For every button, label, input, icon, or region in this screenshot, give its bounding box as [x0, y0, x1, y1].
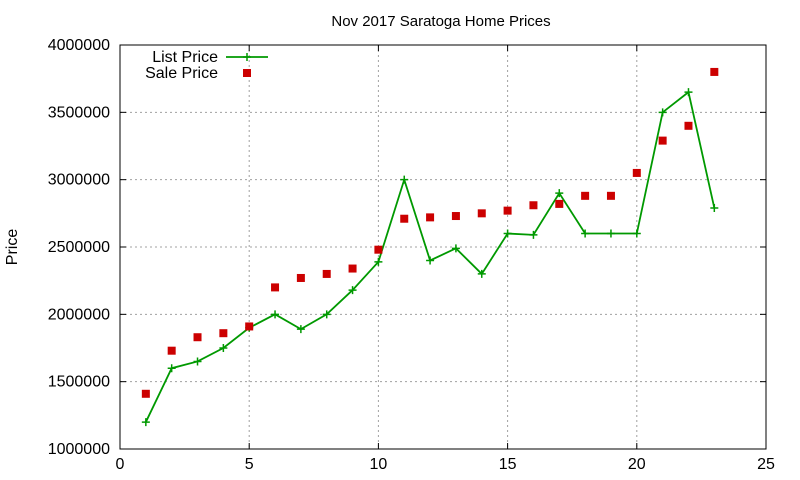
data-point	[322, 269, 331, 278]
data-point	[658, 108, 667, 117]
data-point	[632, 168, 641, 177]
series	[141, 67, 719, 427]
data-point	[581, 191, 590, 200]
data-point	[296, 273, 305, 282]
data-point	[529, 230, 538, 239]
legend-marker	[243, 69, 251, 77]
x-tick-label: 0	[116, 456, 125, 473]
data-point	[348, 264, 357, 273]
data-point	[606, 229, 615, 238]
data-point	[503, 229, 512, 238]
data-point	[245, 322, 254, 331]
x-tick-label: 5	[245, 456, 254, 473]
y-tick-label: 1500000	[48, 374, 110, 391]
legend-entry: List Price	[152, 49, 268, 66]
y-tick-label: 2000000	[48, 306, 110, 323]
series-sale-price	[141, 67, 719, 398]
x-tick-label: 15	[499, 456, 517, 473]
y-tick-label: 3500000	[48, 104, 110, 121]
data-point	[529, 201, 538, 210]
data-point	[606, 191, 615, 200]
y-tick-label: 1000000	[48, 441, 110, 458]
y-tick-label: 3000000	[48, 172, 110, 189]
data-point	[426, 256, 435, 265]
data-point	[503, 206, 512, 215]
y-tick-label: 4000000	[48, 37, 110, 54]
data-point	[374, 245, 383, 254]
grid	[120, 45, 766, 449]
data-point	[167, 364, 176, 373]
data-point	[374, 257, 383, 266]
x-tick-label: 25	[757, 456, 775, 473]
data-point	[322, 310, 331, 319]
data-point	[451, 212, 460, 221]
data-point	[219, 329, 228, 338]
legend-entry: Sale Price	[145, 65, 251, 82]
data-point	[477, 269, 486, 278]
data-point	[710, 203, 719, 212]
data-point	[426, 213, 435, 222]
x-tick-label: 10	[370, 456, 388, 473]
data-point	[296, 325, 305, 334]
data-point	[193, 333, 202, 342]
data-point	[271, 310, 280, 319]
data-point	[710, 67, 719, 76]
data-point	[451, 244, 460, 253]
data-point	[400, 214, 409, 223]
data-point	[271, 283, 280, 292]
data-point	[684, 121, 693, 130]
data-point	[658, 136, 667, 145]
data-point	[219, 344, 228, 352]
legend-label: List Price	[152, 49, 218, 66]
data-point	[581, 229, 590, 238]
chart-title: Nov 2017 Saratoga Home Prices	[331, 13, 550, 30]
data-point	[555, 189, 564, 198]
legend-label: Sale Price	[145, 65, 218, 82]
x-tick-label: 20	[628, 456, 646, 473]
data-point	[684, 88, 693, 97]
data-point	[400, 175, 409, 184]
data-point	[141, 389, 150, 398]
data-point	[632, 229, 641, 238]
data-point	[555, 199, 564, 208]
data-point	[193, 357, 202, 366]
series-list-price	[141, 88, 719, 427]
data-point	[477, 209, 486, 218]
data-point	[167, 346, 176, 355]
legend-marker	[243, 53, 251, 61]
axis-ticks: 0 5 10 15 20 25 1000000 1500000 2000000 2500000 30…	[48, 37, 775, 473]
data-point	[141, 418, 150, 427]
data-point	[348, 286, 357, 295]
y-tick-label: 2500000	[48, 239, 110, 256]
y-axis-label: Price	[4, 229, 21, 266]
